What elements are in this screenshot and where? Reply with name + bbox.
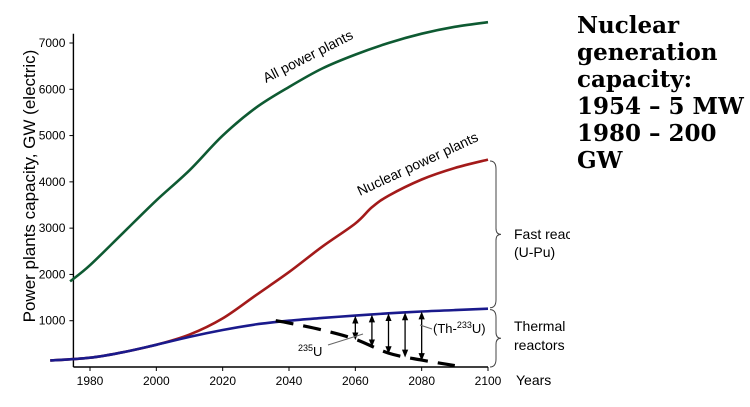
note-line-5: 1980 – 200 bbox=[577, 120, 717, 147]
x-tick-label: 2000 bbox=[143, 374, 170, 388]
y-tick-label: 4000 bbox=[39, 175, 66, 189]
thorium-leader-line bbox=[419, 324, 433, 330]
u235-symbol: U bbox=[313, 344, 322, 359]
thermal-reactors-label-line2: reactors bbox=[514, 337, 565, 353]
x-tick-label: 2100 bbox=[475, 374, 502, 388]
fast-reactors-label-line2: (U-Pu) bbox=[514, 244, 555, 260]
chart-axes: 1980 2000 2020 2040 2060 2080 2100 1000 2000 3000… bbox=[39, 33, 502, 388]
x-tick-label: 2040 bbox=[276, 374, 303, 388]
y-tick-label: 6000 bbox=[39, 82, 66, 96]
y-tick-label: 3000 bbox=[39, 221, 66, 235]
thermal-reactors-label-line1: Thermal bbox=[514, 318, 565, 334]
chart-annotations: Power plants capacity, GW (electric) Yea… bbox=[20, 27, 570, 388]
note-line-3: capacity: bbox=[577, 66, 693, 93]
note-line-2: generation bbox=[577, 39, 718, 66]
note-line-4: 1954 – 5 MW bbox=[577, 93, 744, 120]
fast-reactors-brace bbox=[489, 160, 502, 309]
x-tick-label: 2060 bbox=[342, 374, 369, 388]
x-tick-label: 1980 bbox=[77, 374, 104, 388]
y-tick-label: 1000 bbox=[39, 314, 66, 328]
thorium-prefix: (Th- bbox=[433, 321, 457, 336]
y-tick-label: 7000 bbox=[39, 36, 66, 50]
y-tick-label: 5000 bbox=[39, 129, 66, 143]
thorium-suffix: U) bbox=[472, 321, 486, 336]
note-line-6: GW bbox=[577, 147, 623, 174]
y-tick-label: 2000 bbox=[39, 267, 66, 281]
note-line-1: Nuclear bbox=[577, 12, 680, 39]
fast-reactors-label-line1: Fast reactors bbox=[514, 226, 570, 242]
capacity-chart: 1980 2000 2020 2040 2060 2080 2100 1000 2000 3000… bbox=[20, 20, 570, 388]
thermal-reactors-brace bbox=[489, 309, 502, 368]
x-tick-label: 2080 bbox=[408, 374, 435, 388]
x-tick-label: 2020 bbox=[209, 374, 236, 388]
thorium-superscript: 233 bbox=[457, 320, 472, 330]
series-nuclear-power-plants-line bbox=[50, 158, 489, 362]
thorium-label: (Th-233U) bbox=[433, 320, 486, 336]
nuclear-power-plants-label: Nuclear power plants bbox=[355, 129, 481, 199]
series-thermal-reactors-line bbox=[50, 307, 489, 362]
u235-leader-line bbox=[327, 333, 364, 346]
nuclear-capacity-note: Nuclear generation capacity: 1954 – 5 MW… bbox=[577, 12, 747, 174]
x-axis-label: Years bbox=[516, 372, 551, 388]
y-axis-label: Power plants capacity, GW (electric) bbox=[20, 50, 39, 323]
series-all-power-plants-line bbox=[69, 20, 489, 283]
u235-label: 235U bbox=[298, 343, 322, 359]
u235-superscript: 235 bbox=[298, 343, 313, 353]
